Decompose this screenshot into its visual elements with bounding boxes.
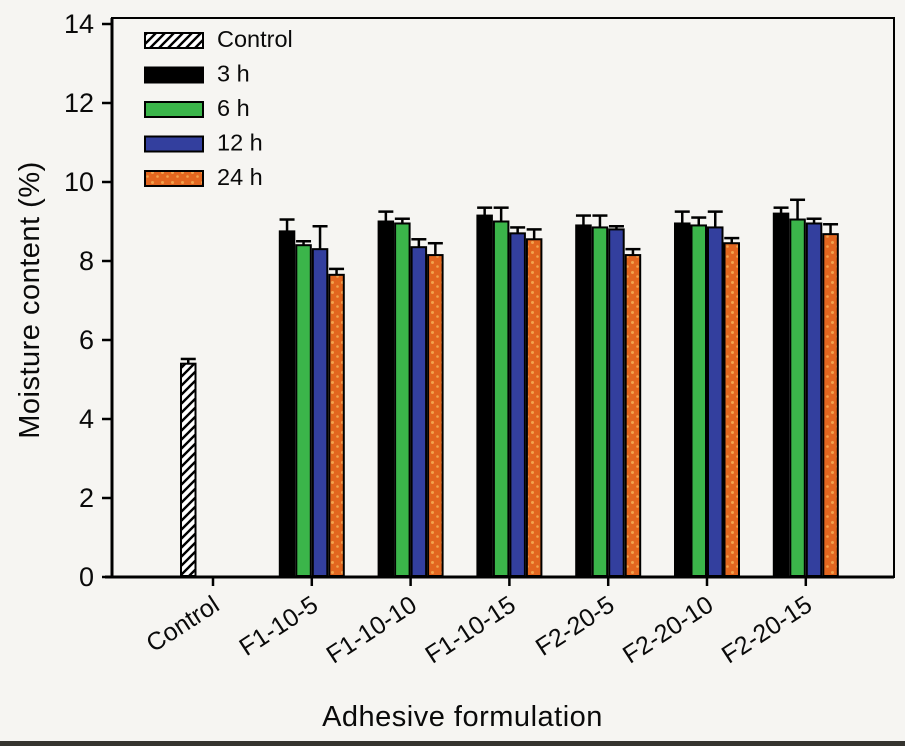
x-tick-label-f2-20-5: F2-20-5	[531, 591, 620, 662]
legend-swatch-24h	[144, 170, 204, 187]
legend-label-3h: 3 h	[217, 61, 250, 87]
y-tick-label: 14	[64, 9, 94, 39]
legend-swatch-6h	[144, 101, 204, 118]
bar-6h-F1-10-10	[394, 222, 411, 577]
bar-Control-Control	[180, 362, 197, 578]
bar-12h-F2-20-10	[707, 226, 724, 578]
figure-bottom-border	[0, 741, 905, 746]
bar-6h-F2-20-10	[690, 224, 707, 577]
bar-24h-F1-10-5	[328, 273, 345, 577]
legend-swatch-3h	[144, 66, 204, 84]
legend-swatch-12h	[144, 135, 204, 153]
bar-12h-F1-10-10	[410, 246, 428, 578]
legend-swatch-Control	[144, 32, 204, 49]
bar-24h-F1-10-15	[525, 238, 543, 577]
bar-3h-F1-10-15	[476, 214, 493, 577]
x-tick-label-f1-10-10: F1-10-10	[322, 591, 422, 670]
y-tick-label: 6	[79, 325, 94, 355]
y-tick-label: 12	[64, 88, 94, 118]
legend-label-12h: 12 h	[217, 130, 263, 156]
bar-6h-F2-20-15	[789, 218, 806, 577]
bar-12h-F1-10-15	[509, 232, 526, 577]
bar-3h-F1-10-10	[377, 220, 395, 577]
bar-24h-F2-20-15	[822, 233, 839, 577]
bar-12h-F2-20-5	[608, 228, 625, 577]
bar-6h-F1-10-5	[295, 244, 312, 577]
bar-3h-F1-10-5	[278, 230, 296, 577]
bar-24h-F1-10-10	[427, 254, 444, 577]
bar-24h-F2-20-5	[624, 254, 642, 577]
bar-6h-F2-20-5	[591, 226, 609, 578]
x-tick-label-f1-10-5: F1-10-5	[234, 591, 323, 662]
x-tick-label-f1-10-15: F1-10-15	[420, 591, 520, 670]
bar-12h-F2-20-15	[805, 222, 823, 577]
y-tick-label: 4	[79, 404, 94, 434]
legend-label-24h: 24 h	[217, 164, 263, 190]
bar-12h-F1-10-5	[311, 248, 329, 577]
y-tick-label: 8	[79, 246, 94, 276]
bar-3h-F2-20-10	[674, 222, 691, 577]
legend-label-6h: 6 h	[217, 95, 250, 121]
y-axis-title: Moisture content (%)	[14, 161, 46, 439]
x-tick-label-f2-20-10: F2-20-10	[618, 591, 718, 670]
bar-3h-F2-20-5	[575, 224, 592, 577]
legend-label-Control: Control	[217, 26, 293, 52]
x-tick-label-control: Control	[141, 591, 224, 658]
bar-3h-F2-20-15	[772, 212, 790, 577]
y-tick-label: 10	[64, 167, 94, 197]
y-tick-label: 2	[79, 483, 94, 513]
bar-24h-F2-20-10	[723, 242, 740, 577]
x-tick-label-f2-20-15: F2-20-15	[717, 591, 817, 670]
y-tick-label: 0	[79, 562, 94, 592]
bar-6h-F1-10-15	[492, 220, 510, 577]
x-axis-title: Adhesive formulation	[322, 701, 603, 733]
